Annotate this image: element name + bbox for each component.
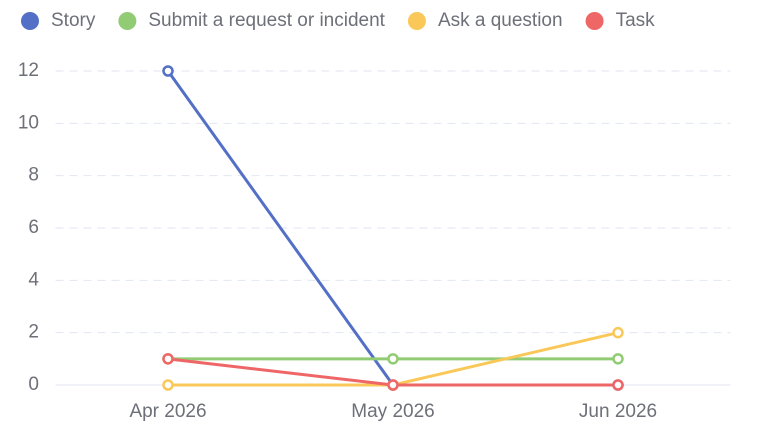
y-tick-label: 10 — [18, 112, 39, 133]
y-tick-label: 0 — [28, 374, 39, 395]
data-point — [387, 379, 399, 391]
x-tick-label: Jun 2026 — [579, 401, 657, 422]
y-tick-label: 4 — [28, 269, 39, 290]
x-tick-label: May 2026 — [351, 401, 434, 422]
legend-label[interactable]: Story — [51, 10, 96, 31]
legend-marker[interactable] — [21, 12, 39, 30]
data-point — [387, 353, 399, 365]
y-tick-label: 2 — [28, 322, 39, 343]
data-point — [162, 379, 174, 391]
data-point — [162, 353, 174, 365]
data-point — [162, 65, 174, 77]
data-point — [612, 353, 624, 365]
legend-marker[interactable] — [585, 12, 604, 30]
legend-label[interactable]: Submit a request or incident — [148, 10, 385, 31]
legend-marker[interactable] — [407, 12, 426, 30]
x-tick-label: Apr 2026 — [129, 401, 206, 422]
legend-label[interactable]: Ask a question — [438, 10, 563, 31]
y-tick-label: 12 — [18, 60, 39, 81]
y-tick-label: 8 — [28, 165, 39, 186]
legend-label[interactable]: Task — [616, 10, 656, 31]
data-point — [612, 326, 624, 339]
y-tick-label: 6 — [28, 217, 39, 238]
data-point — [612, 379, 624, 391]
legend-marker[interactable] — [118, 12, 137, 30]
